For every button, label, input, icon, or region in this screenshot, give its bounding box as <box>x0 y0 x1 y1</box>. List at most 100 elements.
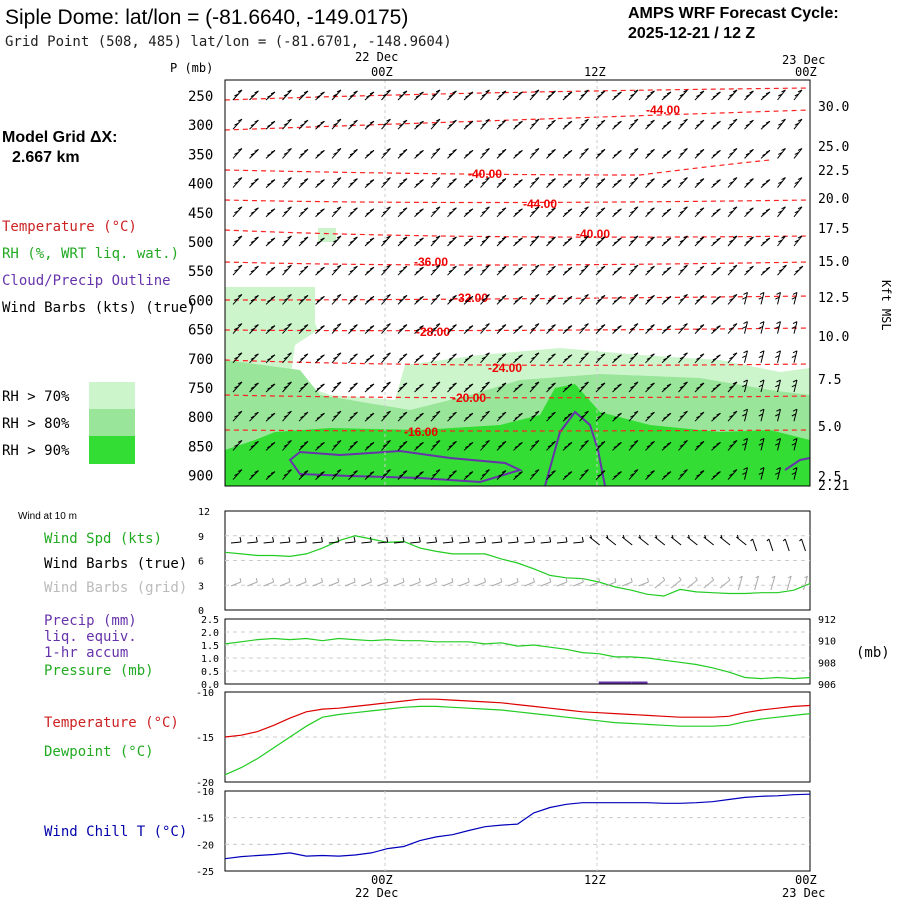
wind-barb <box>249 470 259 480</box>
wind-barb <box>249 382 259 393</box>
wind-barb <box>562 471 573 480</box>
wind-ytick-label: 0 <box>198 606 204 617</box>
wind-barb <box>661 208 672 218</box>
wind-barb-true <box>508 536 519 544</box>
wind-barb <box>727 469 738 480</box>
legend-wind-barbs-grid: Wind Barbs (grid) <box>44 580 187 596</box>
wind-barb-true <box>766 538 774 552</box>
wind-barb <box>775 350 781 363</box>
wind-speed-line <box>224 535 811 597</box>
wind-barb-grid <box>573 577 584 587</box>
wind-barb <box>546 470 556 480</box>
wind-barb <box>496 440 507 451</box>
wind-barb <box>232 235 243 247</box>
wind-barb-grid <box>524 577 535 587</box>
wind-barb <box>430 264 441 276</box>
isotherm-line-3 <box>224 159 771 176</box>
wind-barb <box>348 148 358 159</box>
height-tick-label: 30.0 <box>818 100 849 115</box>
wind-barb <box>579 89 589 101</box>
wind-barb <box>562 237 573 247</box>
wind-barb <box>595 440 606 451</box>
legend-cloud-outline: Cloud/Precip Outline <box>2 273 171 289</box>
wind-barb <box>562 354 573 364</box>
wind-barb <box>249 119 259 130</box>
wind-barb <box>397 178 408 188</box>
wind-barb <box>480 293 490 305</box>
isotherm-line-7 <box>224 295 811 301</box>
wind-barb <box>678 118 688 130</box>
wind-barb-grid <box>247 577 258 587</box>
height-tick-label: 5.0 <box>818 420 841 435</box>
wind-barb <box>744 207 754 218</box>
wind-barb <box>711 471 721 480</box>
wind-barb <box>777 89 786 101</box>
isotherm-line-6 <box>224 261 811 266</box>
wind-barb <box>414 471 424 480</box>
wind-barb <box>348 207 358 218</box>
precip-ytick-label: 0.5 <box>201 667 219 678</box>
wind-barb <box>529 235 540 247</box>
wind-ytick-label: 12 <box>198 507 210 518</box>
wind-barb <box>447 90 457 101</box>
wind-barb <box>628 293 639 305</box>
rh-legend-80-label: RH > 80% <box>2 416 70 432</box>
wind-barb <box>331 323 342 334</box>
wind-barb <box>711 383 721 393</box>
model-grid-value: 2.667 km <box>12 149 80 166</box>
wind-barb-grid <box>296 577 307 587</box>
wind-barb <box>758 467 765 480</box>
chill-ytick-label: -15 <box>196 814 214 825</box>
wind-barb <box>331 264 342 276</box>
wind-barb <box>381 293 391 305</box>
wind-barb <box>645 265 655 276</box>
bottom-time-tick-00z-right: 00Z <box>795 873 817 887</box>
wind-barb <box>711 325 721 334</box>
wind-barb <box>331 352 342 364</box>
wind-barb <box>678 293 688 305</box>
wind-barb <box>364 383 375 393</box>
wind-barb-grid <box>263 577 275 587</box>
wind-barb <box>298 411 309 422</box>
top-time-tick-00z-right: 00Z <box>795 65 817 79</box>
wind-barb <box>447 178 457 188</box>
wind-barb <box>562 441 573 451</box>
wind-barb <box>793 265 804 276</box>
isotherm-line-8 <box>224 327 811 332</box>
wind-barb <box>447 148 457 159</box>
temperature-dewpoint-panel: -10 -15 -20 <box>196 688 811 789</box>
wind-barb <box>529 381 540 393</box>
wind-barb <box>348 294 358 305</box>
wind-barb <box>513 383 523 393</box>
wind-barb <box>331 118 342 130</box>
temp-ytick-label: -10 <box>196 688 214 699</box>
wind-barb <box>381 439 391 451</box>
wind-barb <box>496 470 507 480</box>
cloud-outline-lower <box>288 449 523 484</box>
wind-barb <box>397 119 408 130</box>
wind-barb <box>612 295 622 305</box>
wind-barb <box>447 411 457 422</box>
wind-barb <box>694 440 705 451</box>
wind-barb <box>315 91 325 101</box>
wind-barb <box>678 469 688 480</box>
wind-barb <box>463 441 474 451</box>
wind-barb <box>791 350 798 363</box>
wind-barb <box>612 179 622 188</box>
precip-ytick-label: 1.5 <box>201 641 219 652</box>
wind-barb <box>612 266 622 276</box>
pressure-line <box>224 637 811 680</box>
wind-barb-true <box>328 536 340 544</box>
wind-barb <box>480 264 490 276</box>
isotherm-label: -40.00 <box>468 167 502 181</box>
wind-barb <box>364 149 375 159</box>
wind-barb <box>513 208 523 218</box>
wind-barb <box>265 325 276 334</box>
wind-barb <box>397 382 408 393</box>
wind-barb <box>775 408 781 422</box>
wind-barb <box>546 382 556 393</box>
wind-barb <box>348 411 358 422</box>
wind-barb <box>463 120 474 130</box>
wind-barb <box>562 412 573 422</box>
wind-barb <box>711 441 721 451</box>
